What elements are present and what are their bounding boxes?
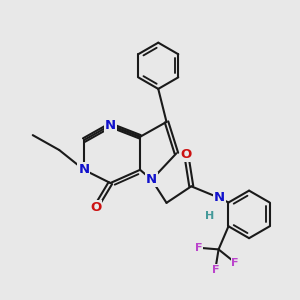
Text: H: H	[206, 211, 215, 221]
Text: F: F	[195, 243, 202, 253]
Text: O: O	[90, 201, 101, 214]
Text: N: N	[146, 173, 157, 186]
Text: N: N	[105, 119, 116, 132]
Text: N: N	[78, 163, 89, 176]
Text: O: O	[181, 148, 192, 161]
Text: F: F	[231, 258, 239, 268]
Text: N: N	[214, 191, 225, 204]
Text: F: F	[212, 265, 219, 275]
